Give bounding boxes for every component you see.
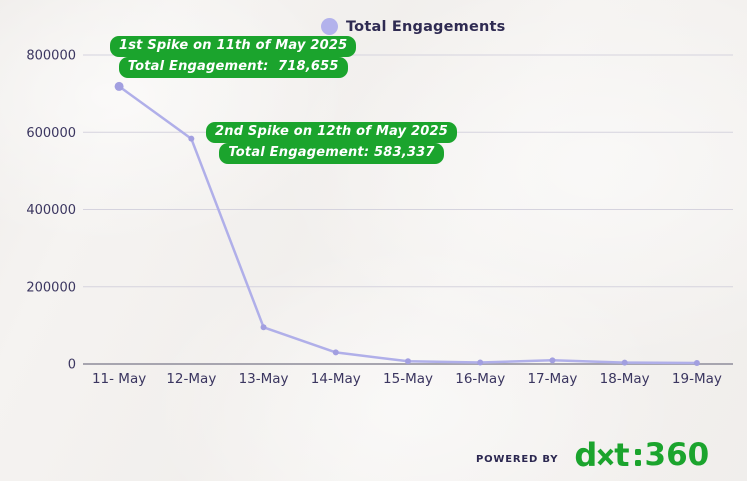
svg-text:11- May: 11- May [92,371,146,387]
svg-text:200000: 200000 [26,280,76,295]
annotation-first-spike: 1st Spike on 11th of May 2025 Total Enga… [110,36,357,78]
svg-text:15-May: 15-May [383,371,433,387]
svg-text:14-May: 14-May [311,371,361,387]
svg-text:13-May: 13-May [239,371,289,387]
svg-text:12-May: 12-May [166,371,216,387]
svg-text:16-May: 16-May [455,371,505,387]
svg-text:17-May: 17-May [527,371,577,387]
legend-label: Total Engagements [346,18,506,35]
powered-by-label: POWERED BY [476,453,559,465]
legend-item-total-engagements[interactable]: Total Engagements [321,18,506,35]
svg-text:19-May: 19-May [672,371,722,387]
legend-dot-icon [321,18,338,35]
svg-text:0: 0 [68,358,76,373]
dxt-x-icon [597,448,614,466]
annotation-first-spike-value: Total Engagement: 718,655 [118,57,348,78]
logo-letter-t: t [614,436,629,474]
engagements-line-chart[interactable]: 0 200000 400000 600000 800000 11- May 12-May 13… [0,0,747,410]
logo-letter-d: d [574,436,597,474]
svg-text:600000: 600000 [26,126,76,141]
footer-branding: POWERED BY d t 360 [476,436,709,474]
annotation-first-spike-title: 1st Spike on 11th of May 2025 [110,36,357,57]
svg-text:400000: 400000 [26,203,76,218]
svg-text:18-May: 18-May [600,371,650,387]
annotation-second-spike-value: Total Engagement: 583,337 [219,143,444,164]
svg-text:800000: 800000 [26,49,76,64]
logo-number-360: 360 [644,437,710,473]
dxt360-logo: d t 360 [574,436,709,474]
dxt-colon-icon [634,448,641,466]
annotation-second-spike-title: 2nd Spike on 12th of May 2025 [206,122,457,143]
annotation-second-spike: 2nd Spike on 12th of May 2025 Total Enga… [206,122,457,164]
